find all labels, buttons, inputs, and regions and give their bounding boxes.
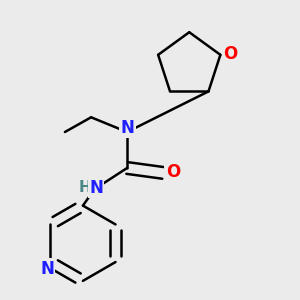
Text: O: O <box>223 45 237 63</box>
Text: N: N <box>89 178 103 196</box>
Text: N: N <box>121 119 135 137</box>
Text: O: O <box>166 163 180 181</box>
Text: N: N <box>40 260 54 278</box>
Text: H: H <box>78 180 91 195</box>
